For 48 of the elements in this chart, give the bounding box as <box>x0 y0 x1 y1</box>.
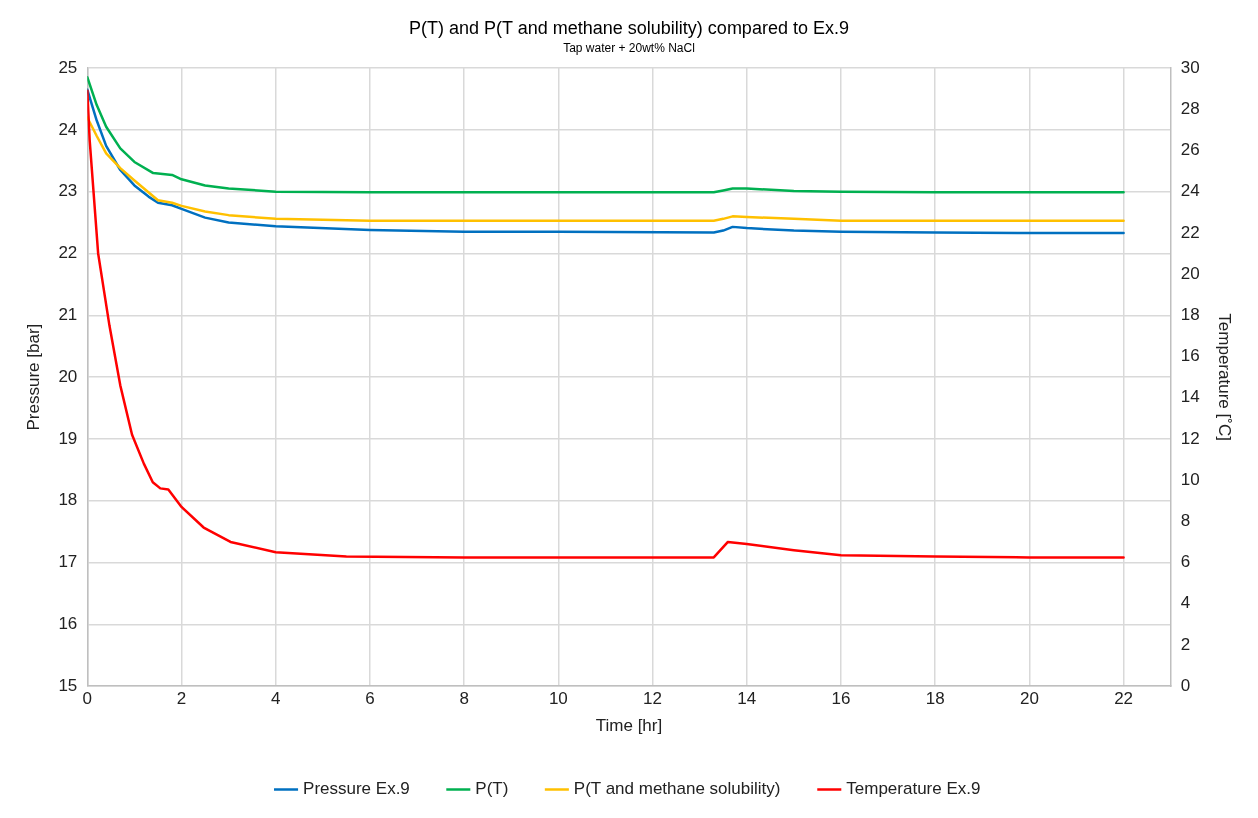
y-tick-label: 16 <box>58 614 78 634</box>
y2-tick-label: 18 <box>1180 304 1200 324</box>
y2-tick-label: 16 <box>1180 346 1200 366</box>
y-tick-label: 23 <box>58 181 78 201</box>
y2-tick-label: 10 <box>1180 469 1200 489</box>
y2-tick-label: 28 <box>1180 98 1200 118</box>
y2-tick-label: 20 <box>1180 263 1200 283</box>
x-tick-label: 0 <box>82 689 93 709</box>
x-tick-label: 18 <box>925 689 945 709</box>
y-tick-label: 19 <box>58 428 78 448</box>
y2-tick-label: 24 <box>1180 181 1200 201</box>
y2-tick-label: 12 <box>1180 428 1200 448</box>
y-tick-label: 24 <box>58 119 78 139</box>
legend-label: Temperature Ex.9 <box>846 779 981 799</box>
x-axis-title: Time [hr] <box>595 716 663 736</box>
y2-tick-label: 0 <box>1180 675 1191 695</box>
x-tick-label: 16 <box>831 689 851 709</box>
legend-label: P(T) <box>475 779 509 799</box>
x-tick-label: 20 <box>1019 689 1039 709</box>
y2-tick-label: 26 <box>1180 140 1200 160</box>
chart-subtitle: Tap water + 20wt% NaCl <box>563 41 695 56</box>
y-tick-label: 21 <box>58 304 78 324</box>
y-tick-label: 20 <box>58 366 78 386</box>
legend-label: Pressure Ex.9 <box>303 779 410 799</box>
y-axis-title: Pressure [bar] <box>23 323 43 431</box>
x-tick-label: 2 <box>176 689 187 709</box>
y-tick-label: 17 <box>58 552 78 572</box>
chart-title: P(T) and P(T and methane solubility) compared to Ex.9 <box>409 17 849 38</box>
y2-tick-label: 6 <box>1180 552 1191 572</box>
x-tick-label: 14 <box>737 689 757 709</box>
x-tick-label: 22 <box>1114 689 1134 709</box>
y2-tick-label: 22 <box>1180 222 1200 242</box>
x-tick-label: 12 <box>643 689 663 709</box>
y2-tick-label: 8 <box>1180 511 1191 531</box>
y2-tick-label: 30 <box>1180 57 1200 77</box>
x-tick-label: 8 <box>459 689 469 709</box>
y-tick-label: 15 <box>58 675 78 695</box>
y2-axis-title: Temperature [˚C] <box>1215 313 1235 441</box>
x-tick-label: 6 <box>365 689 375 709</box>
legend-label: P(T and methane solubility) <box>573 779 781 799</box>
y-tick-label: 25 <box>58 57 78 77</box>
y2-tick-label: 2 <box>1180 634 1191 654</box>
y-tick-label: 18 <box>58 490 78 510</box>
y-tick-label: 22 <box>58 243 78 263</box>
x-tick-label: 10 <box>548 689 568 709</box>
y2-tick-label: 14 <box>1180 387 1200 407</box>
y2-tick-label: 4 <box>1180 593 1191 613</box>
x-tick-label: 4 <box>270 689 281 709</box>
